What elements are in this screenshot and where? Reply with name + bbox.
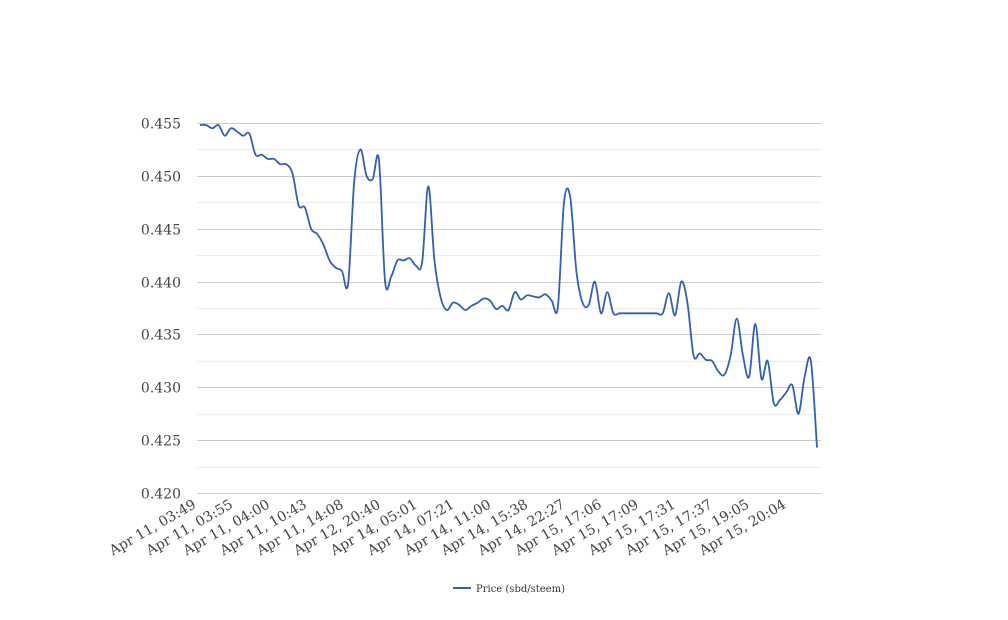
y-axis-tick-labels: 0.420 0.425 0.430 0.435 0.440 0.445 0.450 0.455 — [141, 117, 181, 503]
y-tick-label: 0.425 — [141, 434, 181, 450]
minor-gridlines — [197, 149, 821, 468]
series-layer — [199, 123, 818, 448]
legend: Price (sbd/steem) — [453, 584, 565, 595]
y-tick-label: 0.450 — [141, 170, 181, 186]
major-gridlines — [197, 123, 821, 494]
y-tick-label: 0.440 — [141, 276, 181, 292]
legend-label: Price (sbd/steem) — [476, 584, 565, 595]
y-tick-label: 0.430 — [141, 381, 181, 397]
y-tick-label: 0.455 — [141, 117, 181, 133]
y-tick-label: 0.435 — [141, 328, 181, 344]
y-tick-label: 0.445 — [141, 223, 181, 239]
series-line-price — [199, 123, 818, 448]
y-tick-label: 0.420 — [141, 487, 181, 503]
